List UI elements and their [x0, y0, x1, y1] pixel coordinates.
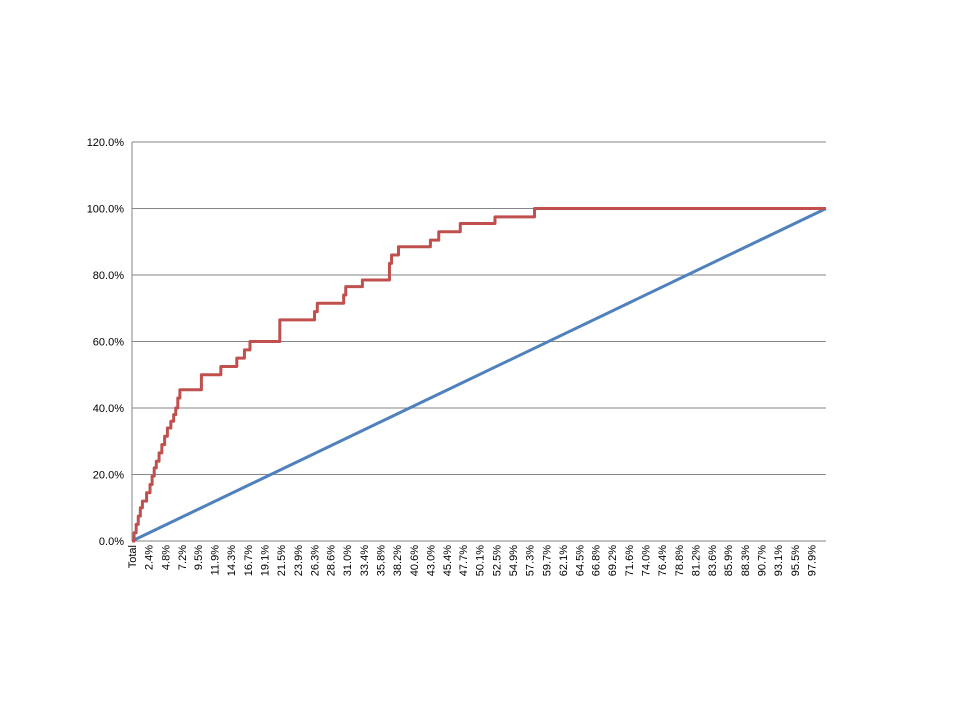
series-lines: [132, 209, 826, 542]
x-tick-label: 71.6%: [624, 545, 636, 576]
x-tick-label: 2.4%: [144, 545, 156, 570]
x-tick-label: 78.8%: [674, 545, 686, 576]
x-tick-label: 88.3%: [740, 545, 752, 576]
x-tick-label: 59.7%: [541, 545, 553, 576]
y-axis-tick-labels: 0.0% 20.0% 40.0% 60.0% 80.0% 100.0% 120.0%: [87, 137, 125, 548]
x-tick-label: 50.1%: [475, 545, 487, 576]
x-tick-label: 45.4%: [442, 545, 454, 576]
x-tick-label: 16.7%: [243, 545, 255, 576]
x-tick-label: 23.9%: [293, 545, 305, 576]
x-axis-tick-labels: Total 2.4% 4.8% 7.2% 9.5% 11.9% 14.3% 16.7% 19.1…: [127, 545, 818, 576]
y-tick-label: 0.0%: [99, 536, 124, 548]
x-tick-label: 97.9%: [806, 545, 818, 576]
y-tick-label: 20.0%: [93, 470, 124, 482]
x-tick-label: 19.1%: [260, 545, 272, 576]
x-tick-label: 95.5%: [790, 545, 802, 576]
x-tick-label: 40.6%: [409, 545, 421, 576]
y-tick-label: 80.0%: [93, 270, 124, 282]
x-tick-label: 93.1%: [773, 545, 785, 576]
x-tick-label: 64.5%: [575, 545, 587, 576]
y-tick-label: 60.0%: [93, 337, 124, 349]
x-tick-label: 21.5%: [276, 545, 288, 576]
x-tick-label: 57.3%: [525, 545, 537, 576]
x-tick-label: 76.4%: [657, 545, 669, 576]
x-tick-label: 31.0%: [342, 545, 354, 576]
x-tick-label: 69.2%: [607, 545, 619, 576]
x-tick-label: 62.1%: [558, 545, 570, 576]
gridlines: [132, 142, 826, 475]
x-tick-label: 83.6%: [707, 545, 719, 576]
x-tick-label: 7.2%: [177, 545, 189, 570]
x-tick-label: 90.7%: [756, 545, 768, 576]
x-tick-label: 85.9%: [723, 545, 735, 576]
x-tick-label: 28.6%: [325, 545, 337, 576]
x-tick-label: 4.8%: [160, 545, 172, 570]
x-tick-label: 47.7%: [458, 545, 470, 576]
x-tick-label: 81.2%: [691, 545, 703, 576]
x-tick-label: 52.5%: [491, 545, 503, 576]
x-tick-label: 66.8%: [591, 545, 603, 576]
x-tick-label: 33.4%: [359, 545, 371, 576]
x-tick-label: Total: [127, 545, 139, 568]
y-tick-label: 120.0%: [87, 137, 125, 149]
x-tick-label: 43.0%: [425, 545, 437, 576]
y-tick-label: 40.0%: [93, 403, 124, 415]
x-tick-label: 9.5%: [193, 545, 205, 570]
x-tick-label: 38.2%: [392, 545, 404, 576]
series-line-1: [132, 209, 826, 542]
x-tick-label: 11.9%: [210, 545, 222, 576]
y-tick-label: 100.0%: [87, 204, 125, 216]
x-tick-label: 74.0%: [641, 545, 653, 576]
x-tick-label: 54.9%: [508, 545, 520, 576]
x-tick-label: 26.3%: [310, 545, 322, 576]
x-tick-label: 35.8%: [375, 545, 387, 576]
x-tick-label: 14.3%: [226, 545, 238, 576]
